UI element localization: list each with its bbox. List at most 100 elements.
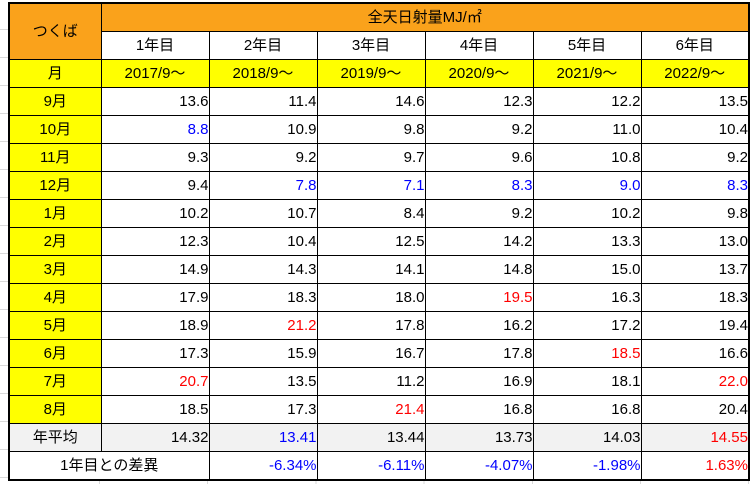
diff-cell[interactable]: -6.11% bbox=[316, 451, 426, 481]
diff-cell[interactable]: -6.34% bbox=[208, 451, 318, 481]
data-cell[interactable]: 17.2 bbox=[532, 311, 642, 340]
data-cell[interactable]: 17.8 bbox=[424, 339, 534, 368]
data-cell[interactable]: 22.0 bbox=[640, 367, 750, 396]
average-cell[interactable]: 13.44 bbox=[316, 423, 426, 452]
data-cell[interactable]: 13.3 bbox=[532, 227, 642, 256]
average-cell[interactable]: 14.32 bbox=[100, 423, 210, 452]
diff-cell[interactable]: 1.63% bbox=[640, 451, 750, 481]
row-header-month[interactable]: 12月 bbox=[8, 171, 102, 200]
row-header-month[interactable]: 7月 bbox=[8, 367, 102, 396]
year-header-cell[interactable]: 1年目 bbox=[100, 31, 210, 60]
data-cell[interactable]: 9.7 bbox=[316, 143, 426, 172]
data-cell[interactable]: 18.0 bbox=[316, 283, 426, 312]
data-cell[interactable]: 12.3 bbox=[100, 227, 210, 256]
data-cell[interactable]: 14.9 bbox=[100, 255, 210, 284]
year-header-cell[interactable]: 3年目 bbox=[316, 31, 426, 60]
row-header-month[interactable]: 11月 bbox=[8, 143, 102, 172]
data-cell[interactable]: 7.8 bbox=[208, 171, 318, 200]
data-cell[interactable]: 14.1 bbox=[316, 255, 426, 284]
data-cell[interactable]: 13.5 bbox=[640, 87, 750, 116]
average-cell[interactable]: 14.55 bbox=[640, 423, 750, 452]
data-cell[interactable]: 10.4 bbox=[640, 115, 750, 144]
year-header-cell[interactable]: 6年目 bbox=[640, 31, 750, 60]
data-cell[interactable]: 10.8 bbox=[532, 143, 642, 172]
data-cell[interactable]: 18.1 bbox=[532, 367, 642, 396]
period-header-cell[interactable]: 2021/9～ bbox=[532, 59, 642, 88]
data-cell[interactable]: 10.2 bbox=[532, 199, 642, 228]
data-cell[interactable]: 18.3 bbox=[640, 283, 750, 312]
data-cell[interactable]: 13.0 bbox=[640, 227, 750, 256]
data-cell[interactable]: 21.2 bbox=[208, 311, 318, 340]
table-title-cell[interactable]: 全天日射量MJ/㎡ bbox=[100, 2, 750, 32]
data-cell[interactable]: 13.7 bbox=[640, 255, 750, 284]
data-cell[interactable]: 14.2 bbox=[424, 227, 534, 256]
data-cell[interactable]: 9.6 bbox=[424, 143, 534, 172]
data-cell[interactable]: 9.8 bbox=[640, 199, 750, 228]
row-header-month[interactable]: 10月 bbox=[8, 115, 102, 144]
month-column-header[interactable]: 月 bbox=[8, 59, 102, 88]
data-cell[interactable]: 20.4 bbox=[640, 395, 750, 424]
data-cell[interactable]: 18.9 bbox=[100, 311, 210, 340]
data-cell[interactable]: 11.4 bbox=[208, 87, 318, 116]
data-cell[interactable]: 16.9 bbox=[424, 367, 534, 396]
diff-row-label[interactable]: 1年目との差異 bbox=[8, 451, 210, 481]
data-cell[interactable]: 14.3 bbox=[208, 255, 318, 284]
average-cell[interactable]: 14.03 bbox=[532, 423, 642, 452]
data-cell[interactable]: 16.8 bbox=[532, 395, 642, 424]
data-cell[interactable]: 9.8 bbox=[316, 115, 426, 144]
data-cell[interactable]: 16.7 bbox=[316, 339, 426, 368]
data-cell[interactable]: 12.3 bbox=[424, 87, 534, 116]
data-cell[interactable]: 19.4 bbox=[640, 311, 750, 340]
data-cell[interactable]: 8.3 bbox=[640, 171, 750, 200]
data-cell[interactable]: 17.8 bbox=[316, 311, 426, 340]
data-cell[interactable]: 16.2 bbox=[424, 311, 534, 340]
diff-cell[interactable]: -1.98% bbox=[532, 451, 642, 481]
data-cell[interactable]: 15.0 bbox=[532, 255, 642, 284]
average-row-label[interactable]: 年平均 bbox=[8, 423, 102, 452]
row-header-month[interactable]: 1月 bbox=[8, 199, 102, 228]
year-header-cell[interactable]: 2年目 bbox=[208, 31, 318, 60]
row-header-month[interactable]: 9月 bbox=[8, 87, 102, 116]
data-cell[interactable]: 10.2 bbox=[100, 199, 210, 228]
period-header-cell[interactable]: 2022/9～ bbox=[640, 59, 750, 88]
data-cell[interactable]: 10.4 bbox=[208, 227, 318, 256]
data-cell[interactable]: 12.5 bbox=[316, 227, 426, 256]
data-cell[interactable]: 17.3 bbox=[100, 339, 210, 368]
year-header-cell[interactable]: 4年目 bbox=[424, 31, 534, 60]
row-header-month[interactable]: 2月 bbox=[8, 227, 102, 256]
row-header-month[interactable]: 8月 bbox=[8, 395, 102, 424]
data-cell[interactable]: 11.2 bbox=[316, 367, 426, 396]
data-cell[interactable]: 18.5 bbox=[532, 339, 642, 368]
row-header-month[interactable]: 3月 bbox=[8, 255, 102, 284]
data-cell[interactable]: 9.3 bbox=[100, 143, 210, 172]
row-header-month[interactable]: 4月 bbox=[8, 283, 102, 312]
data-cell[interactable]: 16.3 bbox=[532, 283, 642, 312]
data-cell[interactable]: 18.5 bbox=[100, 395, 210, 424]
data-cell[interactable]: 11.0 bbox=[532, 115, 642, 144]
data-cell[interactable]: 17.9 bbox=[100, 283, 210, 312]
average-cell[interactable]: 13.41 bbox=[208, 423, 318, 452]
row-header-month[interactable]: 6月 bbox=[8, 339, 102, 368]
data-cell[interactable]: 21.4 bbox=[316, 395, 426, 424]
data-cell[interactable]: 18.3 bbox=[208, 283, 318, 312]
data-cell[interactable]: 15.9 bbox=[208, 339, 318, 368]
period-header-cell[interactable]: 2019/9～ bbox=[316, 59, 426, 88]
period-header-cell[interactable]: 2018/9～ bbox=[208, 59, 318, 88]
year-header-cell[interactable]: 5年目 bbox=[532, 31, 642, 60]
data-cell[interactable]: 14.8 bbox=[424, 255, 534, 284]
data-cell[interactable]: 12.2 bbox=[532, 87, 642, 116]
data-cell[interactable]: 16.8 bbox=[424, 395, 534, 424]
data-cell[interactable]: 9.2 bbox=[424, 115, 534, 144]
data-cell[interactable]: 9.2 bbox=[424, 199, 534, 228]
data-cell[interactable]: 20.7 bbox=[100, 367, 210, 396]
data-cell[interactable]: 14.6 bbox=[316, 87, 426, 116]
data-cell[interactable]: 16.6 bbox=[640, 339, 750, 368]
data-cell[interactable]: 8.3 bbox=[424, 171, 534, 200]
data-cell[interactable]: 9.0 bbox=[532, 171, 642, 200]
data-cell[interactable]: 17.3 bbox=[208, 395, 318, 424]
data-cell[interactable]: 9.2 bbox=[208, 143, 318, 172]
average-cell[interactable]: 13.73 bbox=[424, 423, 534, 452]
row-header-month[interactable]: 5月 bbox=[8, 311, 102, 340]
data-cell[interactable]: 7.1 bbox=[316, 171, 426, 200]
data-cell[interactable]: 13.6 bbox=[100, 87, 210, 116]
